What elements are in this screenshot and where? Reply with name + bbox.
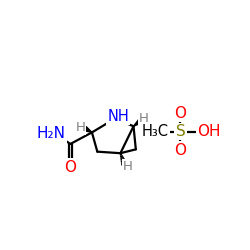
Text: S: S bbox=[176, 124, 185, 139]
Text: NH: NH bbox=[107, 109, 129, 124]
Text: O: O bbox=[64, 160, 76, 174]
Polygon shape bbox=[134, 119, 142, 126]
Text: H₂N: H₂N bbox=[36, 126, 66, 142]
Text: O: O bbox=[174, 106, 186, 121]
Text: H₃C: H₃C bbox=[142, 124, 169, 139]
Text: O: O bbox=[174, 142, 186, 158]
Text: H: H bbox=[76, 120, 85, 134]
Text: H: H bbox=[123, 160, 133, 173]
Polygon shape bbox=[84, 126, 92, 132]
Text: OH: OH bbox=[197, 124, 221, 139]
Text: H: H bbox=[138, 112, 148, 125]
